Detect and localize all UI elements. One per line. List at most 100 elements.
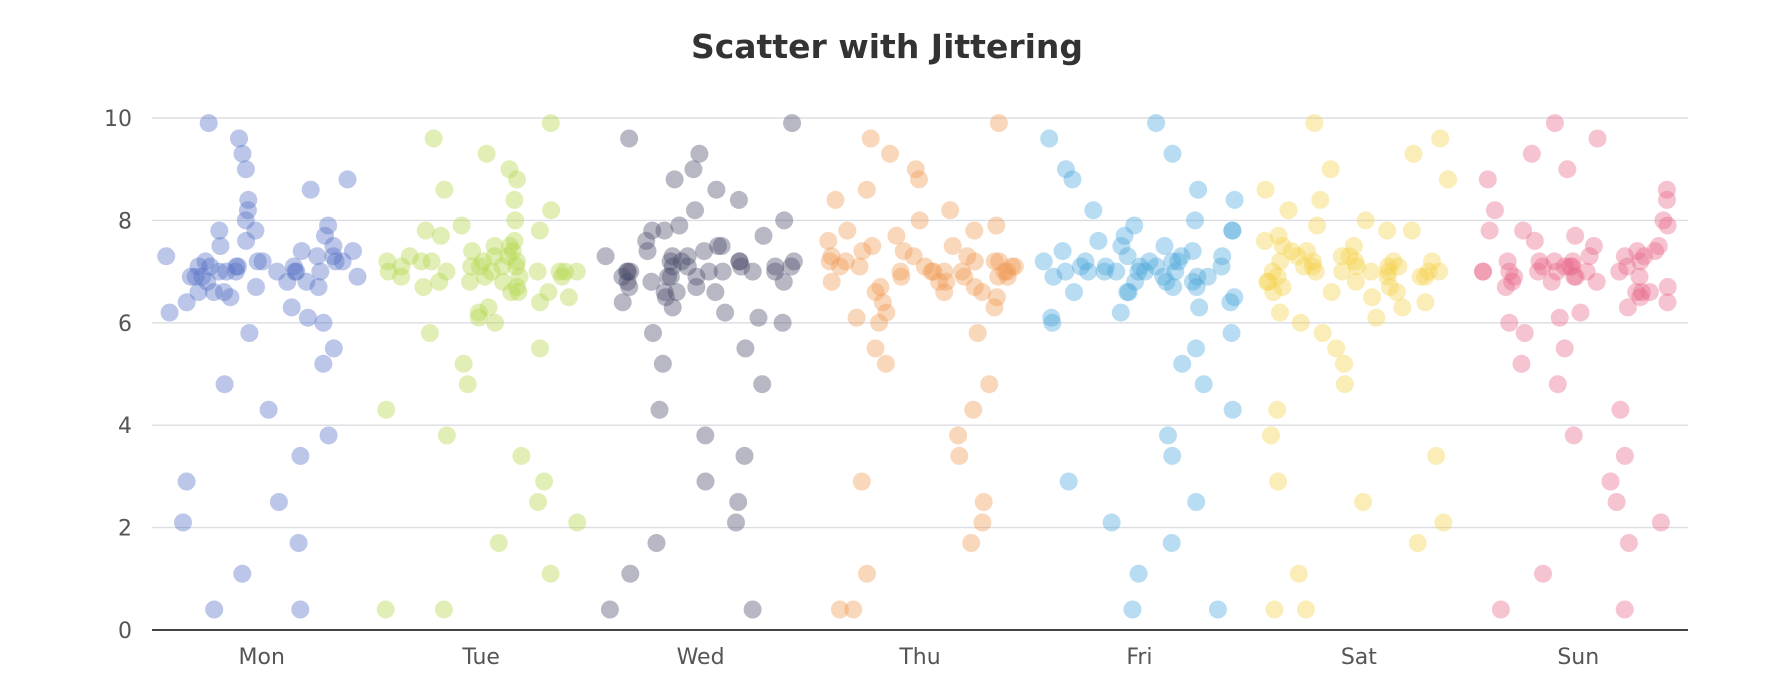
data-point [987, 288, 1006, 307]
data-point [637, 231, 656, 250]
data-point [953, 262, 971, 281]
data-point [474, 252, 493, 271]
data-point [414, 278, 433, 296]
data-point [236, 160, 255, 179]
data-point [647, 534, 666, 552]
data-point [416, 221, 435, 240]
data-point [965, 278, 984, 296]
data-point [1555, 257, 1574, 276]
data-point [1183, 272, 1202, 291]
data-point [1164, 278, 1183, 296]
data-point [730, 252, 749, 271]
data-point [1332, 247, 1351, 266]
data-point [291, 446, 310, 465]
y-tick-label: 2 [118, 517, 132, 542]
data-point [1154, 267, 1173, 286]
data-point [974, 493, 993, 511]
data-point [470, 257, 489, 276]
data-point [1530, 252, 1549, 271]
data-point [743, 600, 762, 619]
data-point [1356, 211, 1375, 230]
data-point [291, 600, 310, 619]
series-sat [1255, 114, 1457, 619]
data-point [831, 257, 849, 276]
data-point [766, 257, 785, 276]
data-point [1512, 354, 1531, 373]
data-point [1096, 257, 1115, 276]
data-point [1619, 534, 1638, 552]
data-point [1649, 237, 1668, 255]
data-point [1163, 446, 1182, 465]
data-point [378, 252, 397, 271]
data-point [530, 221, 549, 240]
data-point [1304, 252, 1323, 271]
data-point [783, 114, 802, 133]
y-tick-label: 0 [118, 619, 132, 644]
data-point [1169, 252, 1188, 271]
data-point [618, 272, 637, 291]
data-point [998, 267, 1017, 286]
data-point [830, 600, 849, 619]
data-point [493, 257, 512, 276]
data-point [542, 201, 561, 220]
data-point [1561, 257, 1579, 276]
data-point [233, 144, 252, 163]
data-point [505, 231, 524, 250]
data-point [1259, 272, 1278, 291]
data-point [1190, 298, 1209, 317]
data-point [696, 472, 715, 491]
data-point [236, 211, 255, 230]
data-point [1566, 226, 1585, 245]
data-point [1107, 262, 1126, 281]
data-point [1577, 262, 1596, 281]
data-point [1063, 170, 1082, 189]
data-point [246, 221, 265, 240]
data-point [509, 283, 528, 302]
data-point [1119, 283, 1138, 302]
data-point [1186, 211, 1204, 230]
data-point [1102, 513, 1121, 532]
data-point [1587, 272, 1606, 291]
data-point [1172, 247, 1191, 266]
data-point [1548, 375, 1567, 394]
data-point [1545, 114, 1564, 133]
data-point [695, 242, 714, 261]
axis-layer: 0 2 4 6 8 10 Mon Tue Wed Thu Fri Sat Sun [104, 107, 1688, 670]
data-point [1265, 600, 1284, 619]
data-point [499, 247, 518, 266]
data-point [284, 257, 303, 276]
data-point [820, 252, 839, 271]
data-point [922, 262, 941, 281]
data-point [858, 564, 876, 583]
data-point [1305, 114, 1324, 133]
data-point [618, 262, 636, 281]
data-point [866, 283, 885, 302]
data-point [1534, 564, 1552, 583]
data-point [189, 257, 208, 276]
data-point [1347, 257, 1366, 276]
data-point [461, 272, 479, 291]
data-point [479, 298, 498, 317]
data-point [1485, 201, 1504, 220]
data-point [239, 190, 258, 209]
data-point [819, 231, 838, 250]
data-point [567, 262, 586, 281]
data-point [962, 534, 981, 552]
data-point [989, 114, 1008, 133]
data-point [1631, 288, 1650, 307]
data-point [904, 247, 923, 266]
data-point [713, 262, 732, 281]
data-point [822, 247, 841, 266]
data-point [665, 170, 684, 189]
data-point [1166, 262, 1185, 281]
data-point [1402, 221, 1421, 240]
data-point [177, 472, 196, 491]
data-point [1411, 267, 1430, 286]
data-point [1658, 216, 1677, 235]
data-point [915, 257, 934, 276]
data-point [215, 375, 234, 394]
data-point [1223, 400, 1242, 419]
data-point [1089, 231, 1108, 250]
data-point [1434, 513, 1453, 532]
data-point [1630, 267, 1649, 286]
